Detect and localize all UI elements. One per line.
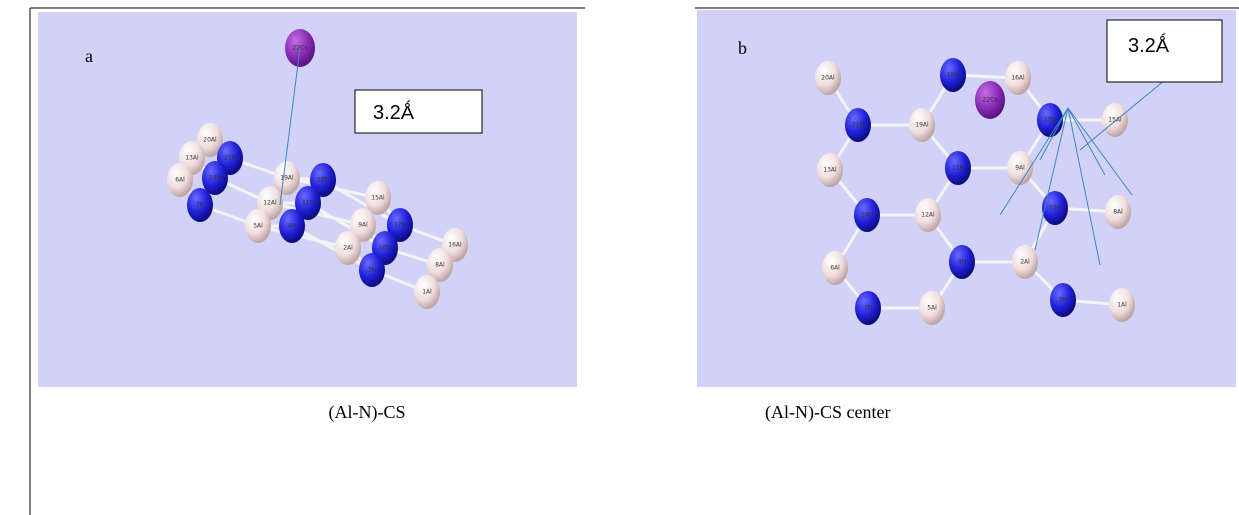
atom-label: 2Al: [1020, 259, 1030, 266]
atom-label: 14N: [861, 212, 873, 219]
atom-label: 7N: [196, 202, 204, 209]
distance-label: 3.2Ǻ: [1128, 33, 1170, 57]
atom-label: 17N: [1044, 117, 1056, 124]
atom-label: 11N: [952, 165, 964, 172]
atom-label: 15Al: [371, 195, 385, 202]
atom-label: 6Al: [830, 265, 840, 272]
atom-label: 1Al: [422, 289, 432, 296]
atom-label: 12Al: [921, 212, 935, 219]
atom-label: 5Al: [253, 223, 263, 230]
atom-label: 14N: [209, 175, 221, 182]
atom-label: 9Al: [358, 222, 368, 229]
atom-label: 12Al: [263, 200, 277, 207]
atom-label: 20Al: [203, 137, 217, 144]
atom-label: 3N: [1059, 297, 1067, 304]
atom-label: 8Al: [1113, 209, 1123, 216]
atom-label: 1Al: [1117, 302, 1127, 309]
atom-label: 22Cs: [983, 97, 998, 104]
atom-label: 16Al: [1011, 75, 1025, 82]
figure: 22Cs 20Al 13Al 21N 6Al 14N 7N 19Al 18N 12Al 11N 5Al…: [0, 0, 1239, 515]
atom-label: 4N: [288, 223, 296, 230]
atom-label: 2Al: [343, 245, 353, 252]
atom-label: 4N: [958, 259, 966, 266]
atom-label: 11N: [302, 200, 314, 207]
caption: (Al-N)-CS: [329, 402, 406, 423]
atom-label: 18N: [317, 177, 329, 184]
atom-label: 20Al: [821, 75, 835, 82]
atom-label: 21N: [852, 122, 864, 129]
atom-label: 10N: [379, 245, 391, 252]
atom-label: 16Al: [448, 242, 462, 249]
atom-label: 5Al: [927, 305, 937, 312]
panel-label: b: [738, 38, 747, 58]
atom-label: 19Al: [280, 175, 294, 182]
atom-label: 3N: [368, 267, 376, 274]
distance-label: 3.2Ǻ: [373, 100, 415, 124]
atom-label: 6Al: [175, 177, 185, 184]
atom-label: 18N: [947, 72, 959, 79]
atom-label: 21N: [224, 155, 236, 162]
atom-label: 8Al: [435, 262, 445, 269]
atom-label: 17N: [394, 222, 406, 229]
atom-label: 13Al: [823, 167, 837, 174]
caption: (Al-N)-CS center: [765, 402, 890, 423]
atom-label: 9Al: [1015, 165, 1025, 172]
panel-label: a: [85, 46, 93, 66]
atom-label: 10N: [1049, 205, 1061, 212]
atom-label: 7N: [864, 305, 872, 312]
atom-label: 19Al: [915, 122, 929, 129]
atom-label: 13Al: [185, 155, 199, 162]
